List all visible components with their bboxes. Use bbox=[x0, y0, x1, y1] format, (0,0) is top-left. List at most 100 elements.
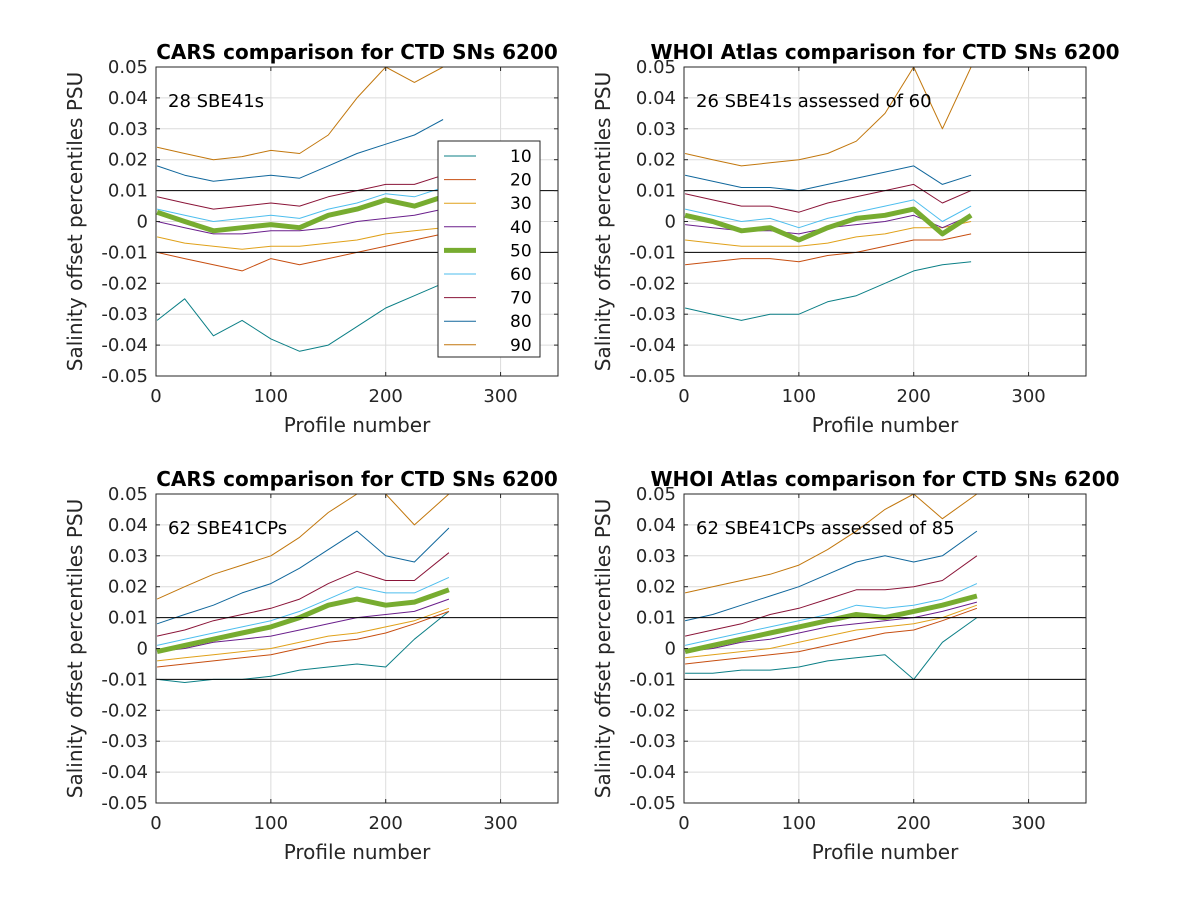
x-tick-label: 0 bbox=[150, 813, 161, 834]
y-tick-label: -0.05 bbox=[101, 793, 148, 814]
y-tick-label: 0 bbox=[665, 639, 676, 660]
y-tick-label: 0.03 bbox=[636, 119, 676, 140]
panel-annotation: 62 SBE41CPs bbox=[168, 518, 287, 539]
series-line-10 bbox=[685, 617, 978, 680]
chart-title: WHOI Atlas comparison for CTD SNs 6200 bbox=[650, 467, 1119, 491]
series-line-70 bbox=[156, 174, 444, 210]
x-tick-label: 0 bbox=[678, 813, 689, 834]
legend-label-20: 20 bbox=[510, 171, 532, 191]
series-line-40 bbox=[685, 601, 978, 653]
series-line-10 bbox=[684, 261, 972, 321]
y-tick-label: 0.02 bbox=[108, 577, 148, 598]
y-tick-label: 0.01 bbox=[108, 608, 148, 629]
chart-panel-3: 0 100 200 300 -0.05 -0.04 -0.03 -0.02 -0.01 0 0.01… bbox=[63, 467, 559, 864]
series-line-10 bbox=[157, 611, 450, 683]
chart-title: CARS comparison for CTD SNs 6200 bbox=[156, 40, 558, 64]
legend-label-80: 80 bbox=[510, 312, 532, 332]
y-tick-label: -0.04 bbox=[629, 762, 676, 783]
y-tick-label: -0.01 bbox=[101, 242, 148, 263]
y-tick-label: -0.03 bbox=[629, 304, 676, 325]
y-tick-label: -0.05 bbox=[629, 366, 676, 387]
y-tick-label: 0 bbox=[137, 212, 148, 233]
y-tick-label: 0.01 bbox=[636, 181, 676, 202]
chart-panel-2: 0 100 200 300 -0.05 -0.04 -0.03 -0.02 -0.01 0 0.01… bbox=[591, 40, 1120, 437]
x-axis-label: Profile number bbox=[284, 840, 431, 864]
series-line-40 bbox=[156, 208, 444, 235]
chart-title: WHOI Atlas comparison for CTD SNs 6200 bbox=[650, 40, 1119, 64]
chart-panel-1: 0 100 200 300 -0.05 -0.04 -0.03 -0.02 -0.01 0 0.01… bbox=[63, 40, 559, 437]
series-line-60 bbox=[156, 576, 450, 646]
series-line-80 bbox=[156, 119, 444, 182]
y-tick-label: 0.02 bbox=[636, 150, 676, 171]
y-tick-label: -0.02 bbox=[101, 700, 148, 721]
x-tick-label: 300 bbox=[1011, 813, 1045, 834]
y-tick-label: -0.01 bbox=[101, 669, 148, 690]
series-line-20 bbox=[156, 233, 444, 272]
series-line-60 bbox=[156, 187, 444, 222]
x-tick-label: 0 bbox=[150, 386, 161, 407]
y-tick-label: 0.01 bbox=[108, 181, 148, 202]
y-tick-label: -0.02 bbox=[629, 700, 676, 721]
series-line-90 bbox=[156, 67, 444, 161]
x-axis-label: Profile number bbox=[284, 413, 431, 437]
y-tick-label: -0.03 bbox=[629, 731, 676, 752]
series-line-30 bbox=[685, 604, 978, 659]
x-tick-label: 0 bbox=[678, 386, 689, 407]
legend-label-70: 70 bbox=[510, 289, 532, 309]
x-tick-label: 100 bbox=[782, 386, 816, 407]
series-line-80 bbox=[156, 527, 450, 625]
y-tick-label: -0.05 bbox=[629, 793, 676, 814]
y-tick-label: 0.04 bbox=[636, 88, 676, 109]
y-tick-label: -0.03 bbox=[101, 731, 148, 752]
panel-annotation: 62 SBE41CPs assessed of 85 bbox=[696, 518, 955, 539]
x-tick-label: 300 bbox=[483, 386, 517, 407]
x-tick-label: 100 bbox=[254, 813, 288, 834]
y-tick-label: 0.03 bbox=[108, 119, 148, 140]
x-tick-label: 300 bbox=[1011, 386, 1045, 407]
legend-label-30: 30 bbox=[510, 194, 532, 214]
legend-label-10: 10 bbox=[510, 147, 532, 167]
y-tick-label: -0.01 bbox=[629, 242, 676, 263]
chart-title: CARS comparison for CTD SNs 6200 bbox=[156, 467, 558, 491]
y-tick-label: -0.03 bbox=[101, 304, 148, 325]
y-tick-label: -0.05 bbox=[101, 366, 148, 387]
series-line-70 bbox=[684, 183, 972, 213]
x-tick-label: 100 bbox=[782, 813, 816, 834]
y-tick-label: 0.02 bbox=[108, 150, 148, 171]
series-line-40 bbox=[157, 598, 450, 653]
x-tick-label: 200 bbox=[897, 813, 931, 834]
series-line-80 bbox=[684, 530, 978, 622]
y-tick-label: 0.04 bbox=[108, 515, 148, 536]
y-axis-label: Salinity offset percentiles PSU bbox=[63, 72, 87, 371]
y-tick-label: -0.02 bbox=[101, 273, 148, 294]
x-axis-label: Profile number bbox=[812, 840, 959, 864]
y-tick-label: 0 bbox=[665, 212, 676, 233]
x-tick-label: 200 bbox=[897, 386, 931, 407]
y-tick-label: 0 bbox=[137, 639, 148, 660]
series-line-90 bbox=[684, 67, 972, 167]
y-tick-label: -0.04 bbox=[101, 335, 148, 356]
y-tick-label: 0.04 bbox=[636, 515, 676, 536]
y-tick-label: 0.03 bbox=[636, 546, 676, 567]
y-tick-label: 0.05 bbox=[636, 57, 676, 78]
plot-area bbox=[684, 494, 978, 680]
series-line-60 bbox=[684, 583, 978, 646]
panel-annotation: 26 SBE41s assessed of 60 bbox=[696, 91, 932, 112]
series-line-50 bbox=[156, 587, 450, 655]
legend-label-60: 60 bbox=[510, 265, 532, 285]
y-tick-label: -0.01 bbox=[629, 669, 676, 690]
series-line-50 bbox=[684, 206, 973, 243]
y-tick-label: -0.04 bbox=[101, 762, 148, 783]
y-tick-label: 0.05 bbox=[108, 57, 148, 78]
y-tick-label: 0.04 bbox=[108, 88, 148, 109]
y-tick-label: -0.04 bbox=[629, 335, 676, 356]
y-axis-label: Salinity offset percentiles PSU bbox=[591, 499, 615, 798]
plot-area bbox=[156, 67, 444, 352]
legend-label-40: 40 bbox=[510, 218, 532, 238]
y-axis-label: Salinity offset percentiles PSU bbox=[591, 72, 615, 371]
y-tick-label: 0.03 bbox=[108, 546, 148, 567]
panel-annotation: 28 SBE41s bbox=[168, 91, 264, 112]
plot-area bbox=[684, 67, 973, 321]
series-line-90 bbox=[156, 494, 450, 600]
